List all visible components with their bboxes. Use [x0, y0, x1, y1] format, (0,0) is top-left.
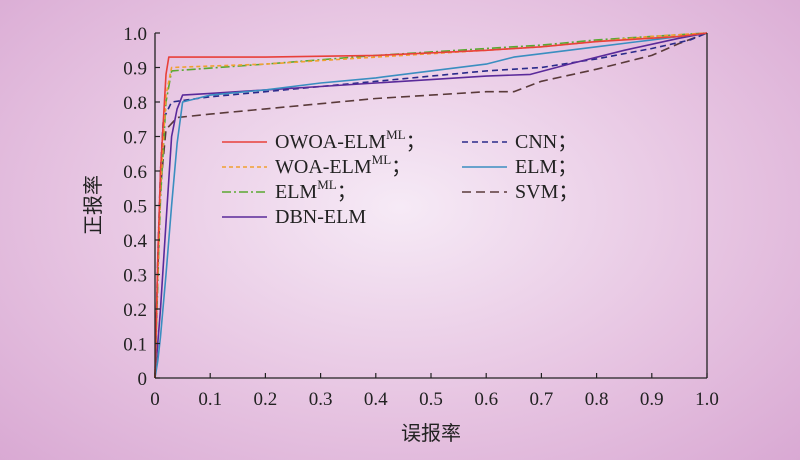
- series-line-owoa-elm-0: [154, 32, 708, 379]
- ticks-layer: 0 0.1 0.2 0.3 0.4 0.5 0.6 0.7 0.8 0.9 1.0 0 0.1 0.2 0.…: [123, 24, 719, 410]
- y-tick-label: 0: [138, 369, 148, 390]
- x-tick-label: 0.7: [530, 389, 554, 410]
- x-tick-label: 0.2: [254, 389, 278, 410]
- series-line-elm-5: [154, 32, 708, 379]
- legend-label: ELM；: [515, 156, 577, 178]
- series-line-woa-elm-1: [154, 32, 708, 379]
- x-tick-label: 0.1: [198, 389, 222, 410]
- x-tick-label: 0.6: [474, 389, 498, 410]
- x-tick-label: 0: [150, 389, 160, 410]
- x-tick-label: 0.8: [585, 389, 609, 410]
- x-axis-title: 误报率: [401, 422, 461, 445]
- y-tick-label: 0.6: [123, 162, 147, 183]
- x-tick-label: 1.0: [695, 389, 719, 410]
- series-line-elm-2: [154, 32, 708, 379]
- y-tick-label: 0.8: [123, 93, 147, 114]
- x-tick-label: 0.4: [364, 389, 388, 410]
- legend-label: DBN-ELM: [275, 206, 366, 228]
- legend-label: SVM；: [515, 181, 578, 203]
- y-tick-label: 0.7: [123, 128, 147, 149]
- series-line-dbn-elm-3: [154, 32, 708, 379]
- y-axis-title: 正报率: [82, 175, 105, 235]
- x-tick-label: 0.9: [640, 389, 664, 410]
- legend-label: CNN；: [515, 131, 577, 153]
- legend-label: WOA-ELMML；: [275, 152, 411, 178]
- legend-label: OWOA-ELMML；: [275, 127, 426, 153]
- legend: OWOA-ELMML；WOA-ELMML；ELMML； DBN-ELM CNN； EL…: [222, 127, 578, 228]
- legend-label: ELMML；: [275, 177, 357, 203]
- series-line-svm-6: [154, 32, 708, 379]
- y-tick-label: 0.9: [123, 59, 147, 80]
- y-tick-label: 0.4: [123, 231, 147, 252]
- x-tick-label: 0.5: [419, 389, 443, 410]
- y-tick-label: 0.5: [123, 197, 147, 218]
- y-tick-label: 0.3: [123, 266, 147, 287]
- y-tick-label: 0.1: [123, 335, 147, 356]
- y-tick-label: 1.0: [123, 24, 147, 45]
- x-tick-label: 0.3: [309, 389, 333, 410]
- axes-layer: [154, 33, 708, 379]
- y-tick-label: 0.2: [123, 300, 147, 321]
- curves-layer: [154, 32, 708, 379]
- series-line-cnn-4: [154, 32, 708, 379]
